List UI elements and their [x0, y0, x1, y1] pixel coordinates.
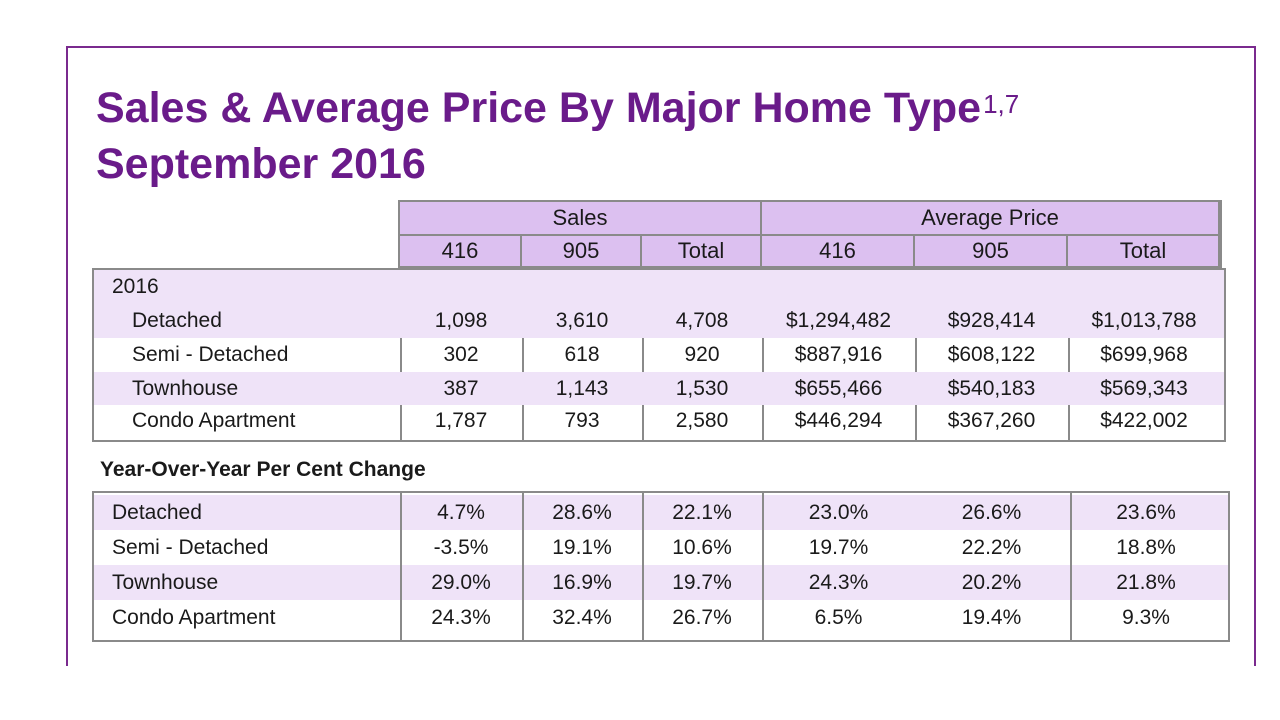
col-header-sales-416: 416	[400, 236, 522, 268]
table-cell: 3,610	[555, 309, 609, 332]
column-divider	[762, 493, 764, 640]
table-cell: 9.3%	[1122, 606, 1170, 629]
yoy-change-table: Detached 4.7% 28.6% 22.1% 23.0% 26.6% 23…	[92, 491, 1230, 642]
table-row: Condo Apartment 24.3% 32.4% 26.7% 6.5% 1…	[94, 600, 1228, 636]
table-cell: $887,916	[794, 343, 883, 366]
row-label: Townhouse	[112, 570, 219, 594]
column-divider	[642, 493, 644, 640]
table-cell: $928,414	[947, 309, 1036, 332]
table-row: Townhouse 29.0% 16.9% 19.7% 24.3% 20.2% …	[94, 565, 1228, 600]
column-divider	[915, 270, 917, 440]
column-divider	[400, 493, 402, 640]
column-divider	[522, 270, 524, 440]
column-divider	[400, 270, 402, 440]
column-divider	[522, 493, 524, 640]
table-cell: 19.4%	[961, 606, 1022, 629]
table-cell: 793	[564, 408, 600, 432]
table-cell: 6.5%	[814, 606, 863, 629]
table-cell: 28.6%	[552, 500, 612, 524]
table-cell: 22.2%	[961, 535, 1022, 559]
col-header-price-416: 416	[762, 236, 915, 268]
page-title: Sales & Average Price By Major Home Type…	[96, 80, 1019, 192]
title-superscript: 1,7	[983, 89, 1020, 119]
table-cell: $699,968	[1100, 343, 1188, 366]
table-cell: $569,343	[1100, 376, 1188, 400]
table-cell: 24.3%	[808, 570, 869, 594]
table-cell: 26.6%	[961, 500, 1022, 524]
group-header-sales: Sales	[400, 202, 762, 236]
table-cell: 19.7%	[672, 570, 732, 594]
table-cell: 32.4%	[552, 606, 612, 629]
table-row: Condo Apartment 1,787 793 2,580 $446,294…	[94, 405, 1224, 436]
table-cell: $608,122	[947, 343, 1036, 366]
column-divider	[762, 270, 764, 440]
table-row: Detached 1,098 3,610 4,708 $1,294,482 $9…	[94, 304, 1224, 338]
year-row: 2016	[94, 270, 1224, 304]
table-cell: 1,787	[434, 408, 488, 432]
title-line1: Sales & Average Price By Major Home Type	[96, 84, 982, 132]
frame-cover	[0, 666, 1280, 720]
title-line2: September 2016	[96, 140, 426, 188]
table-cell: 18.8%	[1116, 535, 1176, 559]
table-row: Townhouse 387 1,143 1,530 $655,466 $540,…	[94, 372, 1224, 405]
column-header: Sales Average Price 416 905 Total 416 90…	[398, 200, 1222, 270]
table-cell: $446,294	[794, 408, 883, 432]
col-header-price-total: Total	[1068, 236, 1220, 268]
slide-frame	[66, 46, 1256, 686]
table-cell: 1,530	[675, 376, 729, 400]
table-cell: 23.0%	[808, 500, 869, 524]
table-row: Detached 4.7% 28.6% 22.1% 23.0% 26.6% 23…	[94, 495, 1228, 530]
table-cell: $1,013,788	[1091, 309, 1197, 332]
table-cell: 4.7%	[437, 500, 485, 524]
table-cell: 1,098	[434, 309, 488, 332]
table-cell: -3.5%	[433, 535, 489, 559]
table-cell: 19.1%	[552, 535, 612, 559]
year-label: 2016	[112, 275, 159, 298]
col-header-sales-905: 905	[522, 236, 642, 268]
row-label: Semi - Detached	[132, 343, 289, 366]
group-header-average-price: Average Price	[762, 202, 1220, 236]
row-label: Detached	[112, 500, 202, 524]
table-cell: 26.7%	[672, 606, 732, 629]
col-header-price-905: 905	[915, 236, 1068, 268]
table-cell: $655,466	[794, 376, 883, 400]
table-cell: 1,143	[555, 376, 609, 400]
column-divider	[642, 270, 644, 440]
table-row: Semi - Detached -3.5% 19.1% 10.6% 19.7% …	[94, 530, 1228, 565]
column-divider	[1070, 493, 1072, 640]
table-cell: 29.0%	[431, 570, 491, 594]
table-cell: $1,294,482	[785, 309, 892, 332]
sales-price-table: 2016 Detached 1,098 3,610 4,708 $1,294,4…	[92, 268, 1226, 442]
table-cell: 2,580	[675, 408, 729, 432]
table-cell: 19.7%	[808, 535, 869, 559]
row-label: Detached	[132, 309, 222, 332]
table-cell: 920	[684, 343, 720, 366]
row-label: Semi - Detached	[112, 535, 269, 559]
table-cell: 21.8%	[1116, 570, 1176, 594]
table-cell: 10.6%	[672, 535, 732, 559]
table-cell: 24.3%	[431, 606, 491, 629]
table-cell: $422,002	[1100, 408, 1188, 432]
yoy-section-title: Year-Over-Year Per Cent Change	[100, 458, 426, 481]
table-cell: $540,183	[947, 376, 1036, 400]
table-cell: 23.6%	[1116, 500, 1176, 524]
column-divider	[1068, 270, 1070, 440]
table-cell: $367,260	[947, 408, 1036, 432]
table-cell: 302	[443, 343, 479, 366]
table-cell: 22.1%	[672, 500, 732, 524]
row-label: Condo Apartment	[132, 408, 296, 432]
table-cell: 618	[564, 343, 600, 366]
table-cell: 20.2%	[961, 570, 1022, 594]
row-label: Condo Apartment	[112, 606, 276, 629]
table-cell: 4,708	[675, 309, 729, 332]
table-cell: 387	[443, 376, 479, 400]
table-row: Semi - Detached 302 618 920 $887,916 $60…	[94, 338, 1224, 372]
row-label: Townhouse	[132, 376, 239, 400]
table-cell: 16.9%	[552, 570, 612, 594]
col-header-sales-total: Total	[642, 236, 762, 268]
